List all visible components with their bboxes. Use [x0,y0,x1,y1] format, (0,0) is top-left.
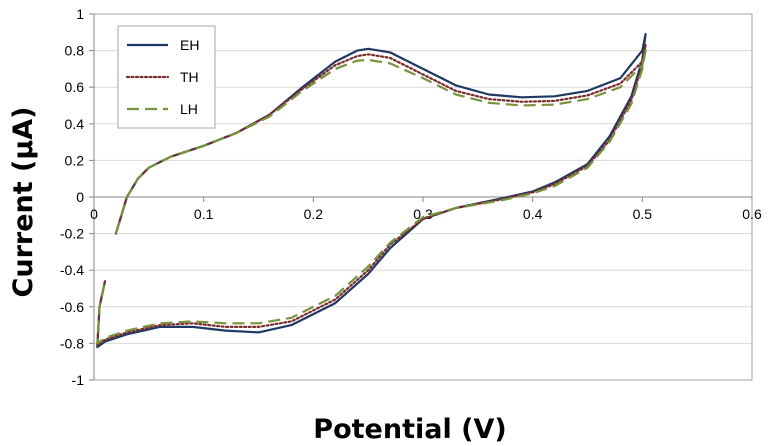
y-tick-label: 0.4 [65,116,85,132]
y-tick-label: -0.8 [60,335,84,351]
y-tick-label: 0.2 [65,152,85,168]
axes: 1 0.8 0.6 0.4 0.2 0 -0.2 -0.4 -0.6 -0.8 -1 0 0.1 0.2 0… [60,6,762,388]
y-axis-title: Current (µA) [8,107,39,298]
y-tick-label: 0 [76,189,84,205]
y-tick-label: -0.4 [60,262,84,278]
x-tick-label: 0 [90,206,98,222]
series-layer [96,33,647,349]
x-tick-label: 0.4 [523,206,543,222]
x-tick-label: 0.6 [742,206,762,222]
legend-label-th: TH [180,69,199,85]
legend-label-lh: LH [180,101,198,117]
x-axis-title: Potential (V) [313,414,506,445]
y-tick-label: -1 [72,372,85,388]
legend: EH TH LH [117,25,216,129]
y-tick-label: 1 [76,6,84,22]
x-tick-label: 0.2 [304,206,324,222]
y-tick-label: 0.6 [65,79,85,95]
legend-label-eh: EH [180,37,199,53]
x-tick-label: 0.1 [194,206,214,222]
y-tick-label: -0.2 [60,226,84,242]
y-tick-label: -0.6 [60,299,84,315]
series-line-lh [96,49,647,345]
y-tick-label: 0.8 [65,43,85,59]
x-tick-label: 0.5 [633,206,653,222]
